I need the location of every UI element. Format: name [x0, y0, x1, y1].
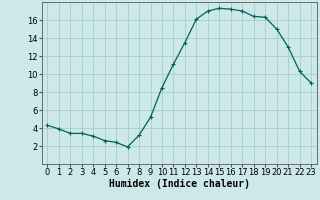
X-axis label: Humidex (Indice chaleur): Humidex (Indice chaleur)	[109, 179, 250, 189]
